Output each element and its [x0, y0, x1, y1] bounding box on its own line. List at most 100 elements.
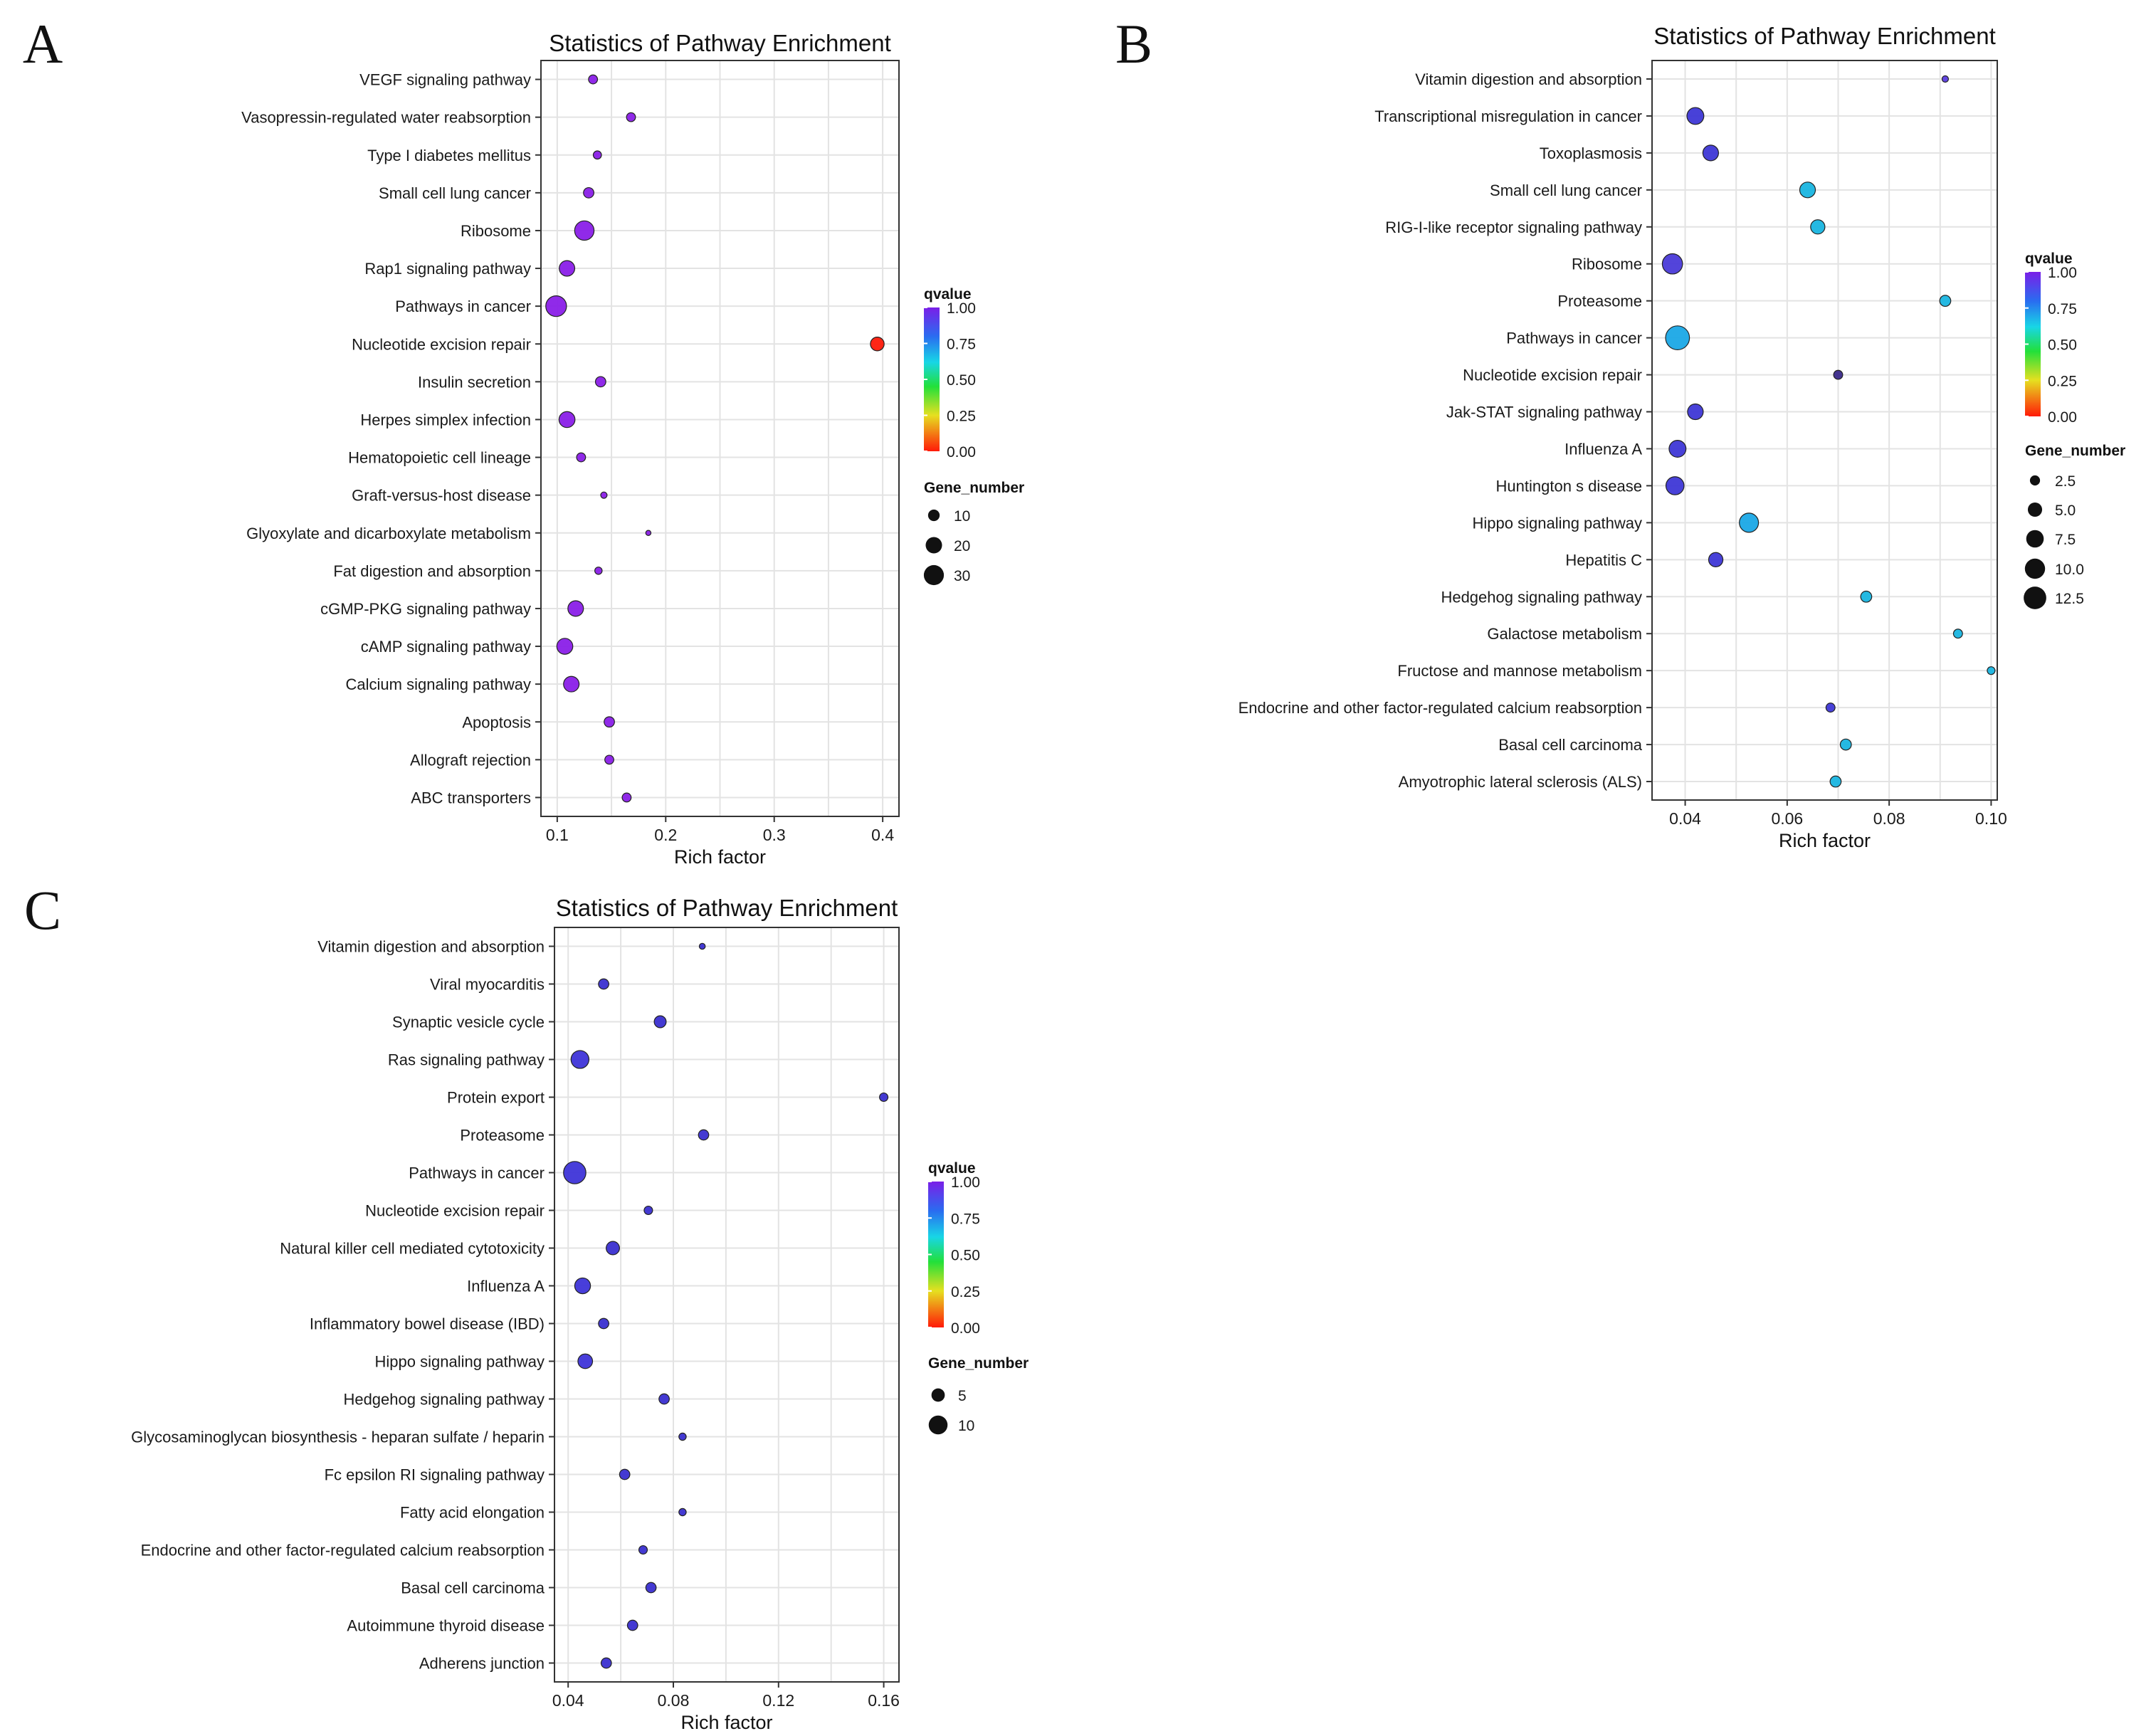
qvalue-colorbar	[928, 1182, 944, 1327]
data-point	[1833, 369, 1844, 380]
y-tick-label: Hepatitis C	[1565, 551, 1642, 569]
colorbar-tick-label: 0.25	[947, 409, 976, 425]
y-tick-label: Ribosome	[461, 222, 531, 240]
x-tick-label: 0.06	[1771, 809, 1803, 828]
data-point	[1708, 552, 1724, 567]
size-legend-dot	[2027, 502, 2043, 517]
x-tick-label: 0.16	[868, 1691, 900, 1710]
data-point	[1952, 628, 1963, 639]
y-tick-label: Pathways in cancer	[409, 1164, 545, 1182]
y-tick-label: Synaptic vesicle cycle	[392, 1014, 545, 1031]
data-point	[626, 1619, 638, 1631]
size-legend-dot	[931, 1388, 945, 1402]
size-legend-dot	[925, 537, 942, 554]
y-tick-label: Fatty acid elongation	[400, 1504, 545, 1522]
data-points	[563, 942, 889, 1669]
data-point	[678, 1432, 687, 1441]
size-legend-dot	[2024, 586, 2046, 609]
data-point	[626, 112, 636, 122]
chart-title: Statistics of Pathway Enrichment	[1653, 23, 1996, 49]
data-point	[600, 1657, 612, 1669]
y-tick-label: Fat digestion and absorption	[333, 562, 531, 580]
data-point	[1825, 703, 1836, 713]
y-tick-label: Hedgehog signaling pathway	[1441, 588, 1642, 606]
y-tick-label: Protein export	[447, 1089, 545, 1107]
colorbar-tick-label: 1.00	[947, 300, 976, 317]
data-point	[1860, 590, 1873, 603]
y-tick-label: Viral myocarditis	[430, 976, 545, 994]
size-legend-dot	[2029, 475, 2041, 486]
colorbar-tick-label: 0.75	[947, 337, 976, 353]
gene-number-legend: Gene_number 5 10	[928, 1355, 1029, 1435]
size-legend-label: 20	[954, 538, 970, 554]
colorbar-tick-label: 1.00	[2048, 265, 2077, 281]
gene-number-legend-title: Gene_number	[2025, 443, 2125, 459]
data-point	[606, 1241, 620, 1256]
gridlines	[541, 61, 899, 816]
plot-area	[554, 927, 899, 1682]
y-tick-label: Hippo signaling pathway	[375, 1353, 545, 1371]
y-tick-label: Huntington s disease	[1496, 477, 1642, 495]
x-tick-label: 0.3	[763, 826, 786, 844]
data-points	[545, 74, 885, 803]
y-axis: Vitamin digestion and absorption Viral my…	[131, 938, 554, 1673]
size-legend-label: 2.5	[2055, 473, 2076, 490]
gene-number-legend-title: Gene_number	[928, 1355, 1029, 1372]
colorbar-tick-label: 0.75	[2048, 301, 2077, 317]
data-point	[559, 260, 576, 277]
y-tick-label: Type I diabetes mellitus	[367, 147, 531, 164]
y-tick-label: Endocrine and other factor-regulated cal…	[141, 1542, 545, 1559]
y-tick-label: Adherens junction	[419, 1655, 545, 1673]
y-tick-label: Inflammatory bowel disease (IBD)	[310, 1315, 545, 1333]
panel-letter: C	[24, 879, 61, 941]
qvalue-legend-title: qvalue	[2025, 251, 2073, 267]
data-point	[1739, 512, 1760, 533]
y-tick-label: Influenza A	[467, 1278, 545, 1295]
colorbar-tick-label: 0.00	[2048, 409, 2077, 426]
y-tick-label: Fructose and mannose metabolism	[1397, 662, 1642, 680]
y-tick-label: Herpes simplex infection	[360, 411, 531, 428]
y-tick-label: Calcium signaling pathway	[346, 675, 531, 693]
y-tick-label: Glycosaminoglycan biosynthesis - heparan…	[131, 1429, 545, 1446]
data-point	[1702, 144, 1719, 162]
data-point	[1839, 738, 1852, 751]
data-point	[545, 295, 567, 317]
qvalue-legend-title: qvalue	[924, 286, 972, 303]
y-tick-label: Basal cell carcinoma	[401, 1579, 545, 1597]
data-point	[574, 220, 595, 241]
data-point	[592, 150, 602, 160]
colorbar-tick-label: 0.75	[951, 1211, 980, 1227]
plot-frame	[540, 60, 900, 817]
data-point	[1686, 107, 1705, 125]
y-tick-label: Small cell lung cancer	[1490, 182, 1642, 199]
y-tick-label: Small cell lung cancer	[379, 184, 531, 202]
y-tick-label: Jak-STAT signaling pathway	[1446, 404, 1642, 421]
data-point	[870, 337, 885, 352]
data-point	[604, 716, 615, 728]
data-point	[1987, 666, 1996, 675]
y-tick-label: VEGF signaling pathway	[359, 71, 531, 89]
chart-panel-a: A Statistics of Pathway Enrichment VEGF si…	[23, 13, 1024, 868]
y-tick-label: Apoptosis	[462, 713, 531, 731]
y-tick-label: Natural killer cell mediated cytotoxicit…	[280, 1240, 545, 1258]
size-legend-label: 10	[958, 1418, 974, 1434]
x-axis: 0.04 0.06 0.08 0.10 Rich factor	[1669, 800, 2007, 851]
y-tick-label: Allograft rejection	[410, 751, 531, 769]
x-axis: 0.04 0.08 0.12 0.16 Rich factor	[552, 1682, 900, 1733]
data-point	[574, 1277, 591, 1295]
gridlines	[554, 927, 899, 1682]
data-point	[594, 567, 603, 575]
size-legend-label: 10.0	[2055, 562, 2084, 578]
panel-letter: A	[23, 13, 63, 75]
colorbar-tick-label: 0.25	[2048, 373, 2077, 389]
y-tick-label: Proteasome	[1557, 293, 1642, 310]
data-point	[1665, 325, 1690, 351]
y-tick-label: Pathways in cancer	[1506, 330, 1642, 347]
colorbar-tick-label: 0.00	[947, 444, 976, 461]
x-tick-label: 0.1	[546, 826, 569, 844]
y-tick-label: RIG-I-like receptor signaling pathway	[1385, 219, 1642, 236]
qvalue-colorbar	[924, 307, 940, 451]
y-tick-label: Fc epsilon RI signaling pathway	[325, 1466, 545, 1484]
y-tick-label: Ras signaling pathway	[388, 1051, 545, 1069]
x-tick-label: 0.04	[552, 1691, 584, 1710]
